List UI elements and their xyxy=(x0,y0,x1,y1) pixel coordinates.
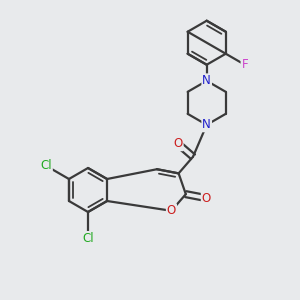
Text: Cl: Cl xyxy=(82,232,94,245)
Text: Cl: Cl xyxy=(40,159,52,172)
Text: O: O xyxy=(173,137,183,150)
Text: N: N xyxy=(202,74,211,87)
Text: F: F xyxy=(242,58,248,71)
Text: O: O xyxy=(202,192,211,205)
Text: O: O xyxy=(167,204,176,217)
Text: N: N xyxy=(202,118,211,131)
